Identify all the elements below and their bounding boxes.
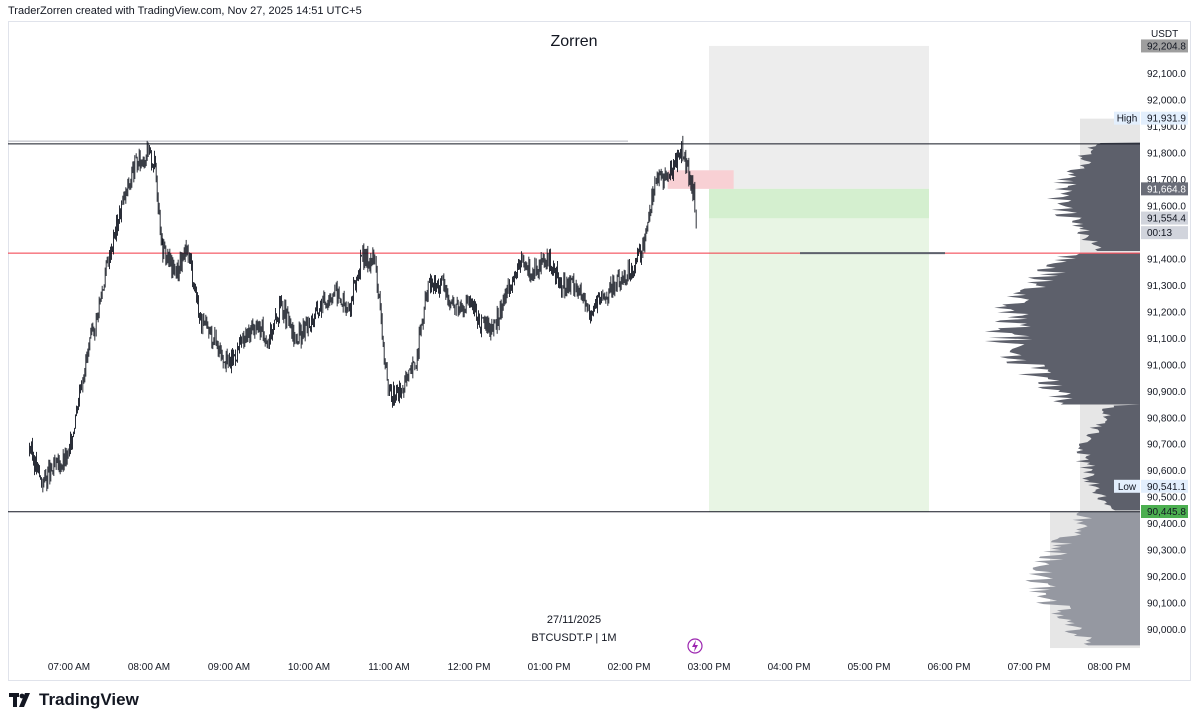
volume-profile-segment (1047, 142, 1140, 252)
x-tick-label: 01:00 PM (528, 662, 571, 673)
x-tick-label: 02:00 PM (608, 662, 651, 673)
axes: 90,000.0 90,100.0 90,200.0 90,300.0 90,400.0… (48, 29, 1186, 673)
y-tick-label: 91,900.0 (1147, 122, 1186, 133)
price-label-bg (1141, 111, 1188, 125)
volume-profile (984, 118, 1140, 649)
y-tick-label: 91,800.0 (1147, 149, 1186, 160)
x-tick-label: 04:00 PM (768, 662, 811, 673)
y-tick-label: 91,100.0 (1147, 334, 1186, 345)
y-tick-label: 90,600.0 (1147, 466, 1186, 477)
y-tick-label: 90,200.0 (1147, 572, 1186, 583)
price-label-tag: High (1117, 114, 1138, 125)
tradingview-brand[interactable]: TradingView (9, 690, 139, 710)
price-label-tag-bg (1114, 479, 1140, 493)
volume-profile-segment (984, 253, 1140, 405)
x-tick-label: 05:00 PM (848, 662, 891, 673)
currency-label: USDT (1151, 29, 1178, 40)
horizontal-lines (8, 140, 1140, 513)
x-tick-label: 11:00 AM (368, 662, 410, 673)
y-tick-label: 92,100.0 (1147, 69, 1186, 80)
price-label-bg (1141, 39, 1188, 53)
y-tick-label: 90,100.0 (1147, 599, 1186, 610)
x-tick-label: 06:00 PM (928, 662, 971, 673)
entry-marker-zone (667, 170, 734, 189)
symbol-label[interactable]: BTCUSDT.P | 1M (531, 632, 617, 644)
x-tick-label: 07:00 AM (48, 662, 90, 673)
price-series (29, 135, 697, 493)
x-tick-label: 08:00 AM (128, 662, 170, 673)
price-labels: 92,204.8 High 91,931.9 91,664.8 91,554.4 00:1… (1114, 39, 1188, 519)
tradingview-logo-icon (9, 693, 30, 707)
position-zones (667, 45, 929, 512)
chart-date-label: 27/11/2025 (546, 614, 602, 626)
y-tick-label: 91,700.0 (1147, 175, 1186, 186)
lightning-icon-bolt (692, 640, 698, 652)
price-label-value: 00:13 (1147, 228, 1172, 239)
y-tick-label: 90,900.0 (1147, 387, 1186, 398)
price-label-value: 90,541.1 (1147, 482, 1186, 493)
price-label-bg (1141, 211, 1188, 225)
y-tick-label: 91,300.0 (1147, 281, 1186, 292)
attribution-text: TraderZorren created with TradingView.co… (8, 5, 362, 17)
x-tick-label: 10:00 AM (288, 662, 330, 673)
x-tick-label: 03:00 PM (688, 662, 731, 673)
price-label-value: 91,931.9 (1147, 114, 1186, 125)
price-label-bg (1141, 182, 1188, 196)
y-tick-label: 90,400.0 (1147, 519, 1186, 530)
price-label-value: 92,204.8 (1147, 41, 1186, 52)
price-label-bg (1141, 505, 1188, 519)
y-tick-label: 92,000.0 (1147, 96, 1186, 107)
price-label-value: 91,554.4 (1147, 214, 1186, 225)
x-tick-label: 08:00 PM (1088, 662, 1131, 673)
price-label-tag-bg (1114, 111, 1140, 125)
y-tick-label: 90,800.0 (1147, 413, 1186, 424)
x-tick-label: 07:00 PM (1008, 662, 1051, 673)
y-tick-label: 91,200.0 (1147, 307, 1186, 318)
y-tick-label: 90,700.0 (1147, 440, 1186, 451)
brand-name: TradingView (39, 690, 139, 709)
y-tick-label: 90,500.0 (1147, 493, 1186, 504)
position-stop-zone (709, 45, 929, 189)
chart-title: Zorren (550, 33, 598, 50)
price-label-value: 91,664.8 (1147, 184, 1186, 195)
lightning-icon-circle (687, 638, 703, 654)
x-tick-label: 09:00 AM (208, 662, 250, 673)
price-label-tag: Low (1118, 482, 1137, 493)
lightning-icon (687, 638, 703, 654)
price-label-value: 90,445.8 (1147, 507, 1186, 518)
y-tick-label: 90,000.0 (1147, 625, 1186, 636)
x-tick-label: 12:00 PM (448, 662, 491, 673)
position-target-zone (709, 188, 929, 512)
volume-profile-segment (1025, 511, 1140, 646)
chart-frame (8, 21, 1191, 681)
y-tick-label: 91,600.0 (1147, 202, 1186, 213)
position-open-pnl-zone (709, 188, 929, 219)
y-tick-label: 90,300.0 (1147, 546, 1186, 557)
price-label-bg (1141, 479, 1188, 493)
y-tick-label: 91,400.0 (1147, 254, 1186, 265)
y-tick-label: 91,000.0 (1147, 360, 1186, 371)
price-label-bg (1141, 226, 1188, 240)
